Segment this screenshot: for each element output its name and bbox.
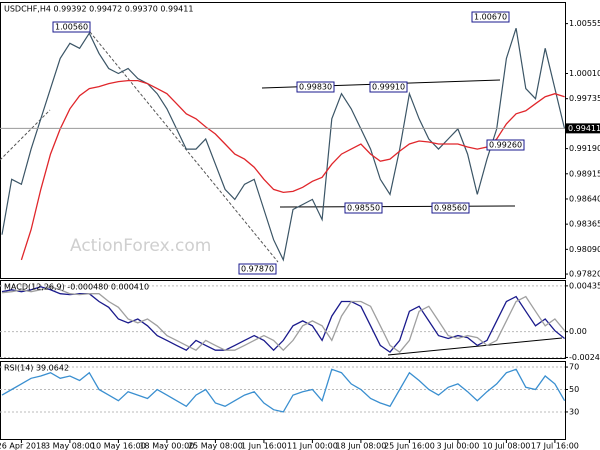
x-tick-label: 17 Jul 16:00: [531, 442, 579, 450]
x-tick-label: 18 Jun 08:00: [335, 442, 386, 450]
y-tick-label: 0.99735: [569, 94, 600, 103]
annotation-box: [369, 81, 408, 93]
x-tick-label: 26 Apr 2018: [0, 442, 46, 450]
annotation-box: [238, 263, 277, 275]
panel-title: MACD(12,26,9) -0.000480 0.000410: [4, 283, 149, 292]
watermark: ActionForex.com: [70, 236, 211, 256]
annotation: 0.99910: [372, 83, 405, 92]
x-tick-label: 3 Jul 00:00: [436, 442, 479, 450]
y-tick-label: 0.99190: [569, 144, 600, 153]
y-tick-label: 0.004351: [569, 281, 600, 290]
annotation: 0.99830: [299, 83, 332, 92]
x-tick-label: 18 May 00:00: [139, 442, 194, 450]
annotation: 0.99260: [489, 141, 522, 150]
series-line: [1, 28, 566, 262]
y-tick-label: 50: [569, 385, 579, 394]
x-tick-label: 25 Jun 16:00: [384, 442, 435, 450]
series-line: [1, 286, 566, 353]
annotation-box: [486, 139, 525, 151]
annotation-box: [344, 202, 383, 214]
x-tick-label: 3 May 08:00: [45, 442, 95, 450]
y-tick-label: 0.97820: [569, 270, 600, 279]
x-tick-label: 10 May 16:00: [91, 442, 146, 450]
y-tick-label: -0.002448: [569, 353, 600, 362]
rsi-panel: [0, 361, 566, 440]
y-tick-label: 0.98640: [569, 194, 600, 203]
x-tick-label: 10 Jul 08:00: [482, 442, 530, 450]
y-tick-label: 1.00555: [569, 19, 600, 28]
y-tick-label: 1.00010: [569, 69, 600, 78]
y-tick-label: 0.00: [569, 327, 587, 336]
y-tick-label: 70: [569, 363, 579, 372]
macd-trend-line: [387, 337, 563, 356]
y-tick-label: 0.98365: [569, 220, 600, 229]
current-price-label: 0.99411: [568, 124, 600, 133]
y-tick-label: 0.98090: [569, 245, 600, 254]
y-tick-label: 30: [569, 407, 579, 416]
panel-title: USDCHF,H4 0.99392 0.99472 0.99370 0.9941…: [4, 5, 193, 14]
annotation-box: [471, 11, 510, 23]
series-line: [1, 286, 566, 353]
y-tick-label: 0.98915: [569, 169, 600, 178]
annotation: 1.00560: [55, 23, 88, 32]
annotation: 0.98560: [434, 204, 467, 213]
annotation: 0.97870: [241, 265, 274, 274]
x-tick-label: 1 Jun 16:00: [241, 442, 287, 450]
x-tick-label: 25 May 08:00: [188, 442, 243, 450]
current-price-box: [566, 123, 600, 134]
trend-line: [89, 31, 279, 263]
x-tick-label: 11 Jun 00:00: [287, 442, 338, 450]
annotation-box: [52, 21, 91, 33]
series-line: [20, 79, 565, 261]
annotation-box: [431, 202, 470, 214]
trend-line: [0, 109, 51, 161]
macd-panel: [0, 280, 566, 359]
annotation-box: [296, 81, 335, 93]
support-line: [279, 205, 516, 208]
panel-title: RSI(14) 39.0642: [4, 364, 69, 373]
annotation: 1.00670: [474, 13, 507, 22]
annotation: 0.98550: [347, 204, 380, 213]
price-panel: [0, 2, 566, 279]
series-line: [1, 368, 566, 413]
